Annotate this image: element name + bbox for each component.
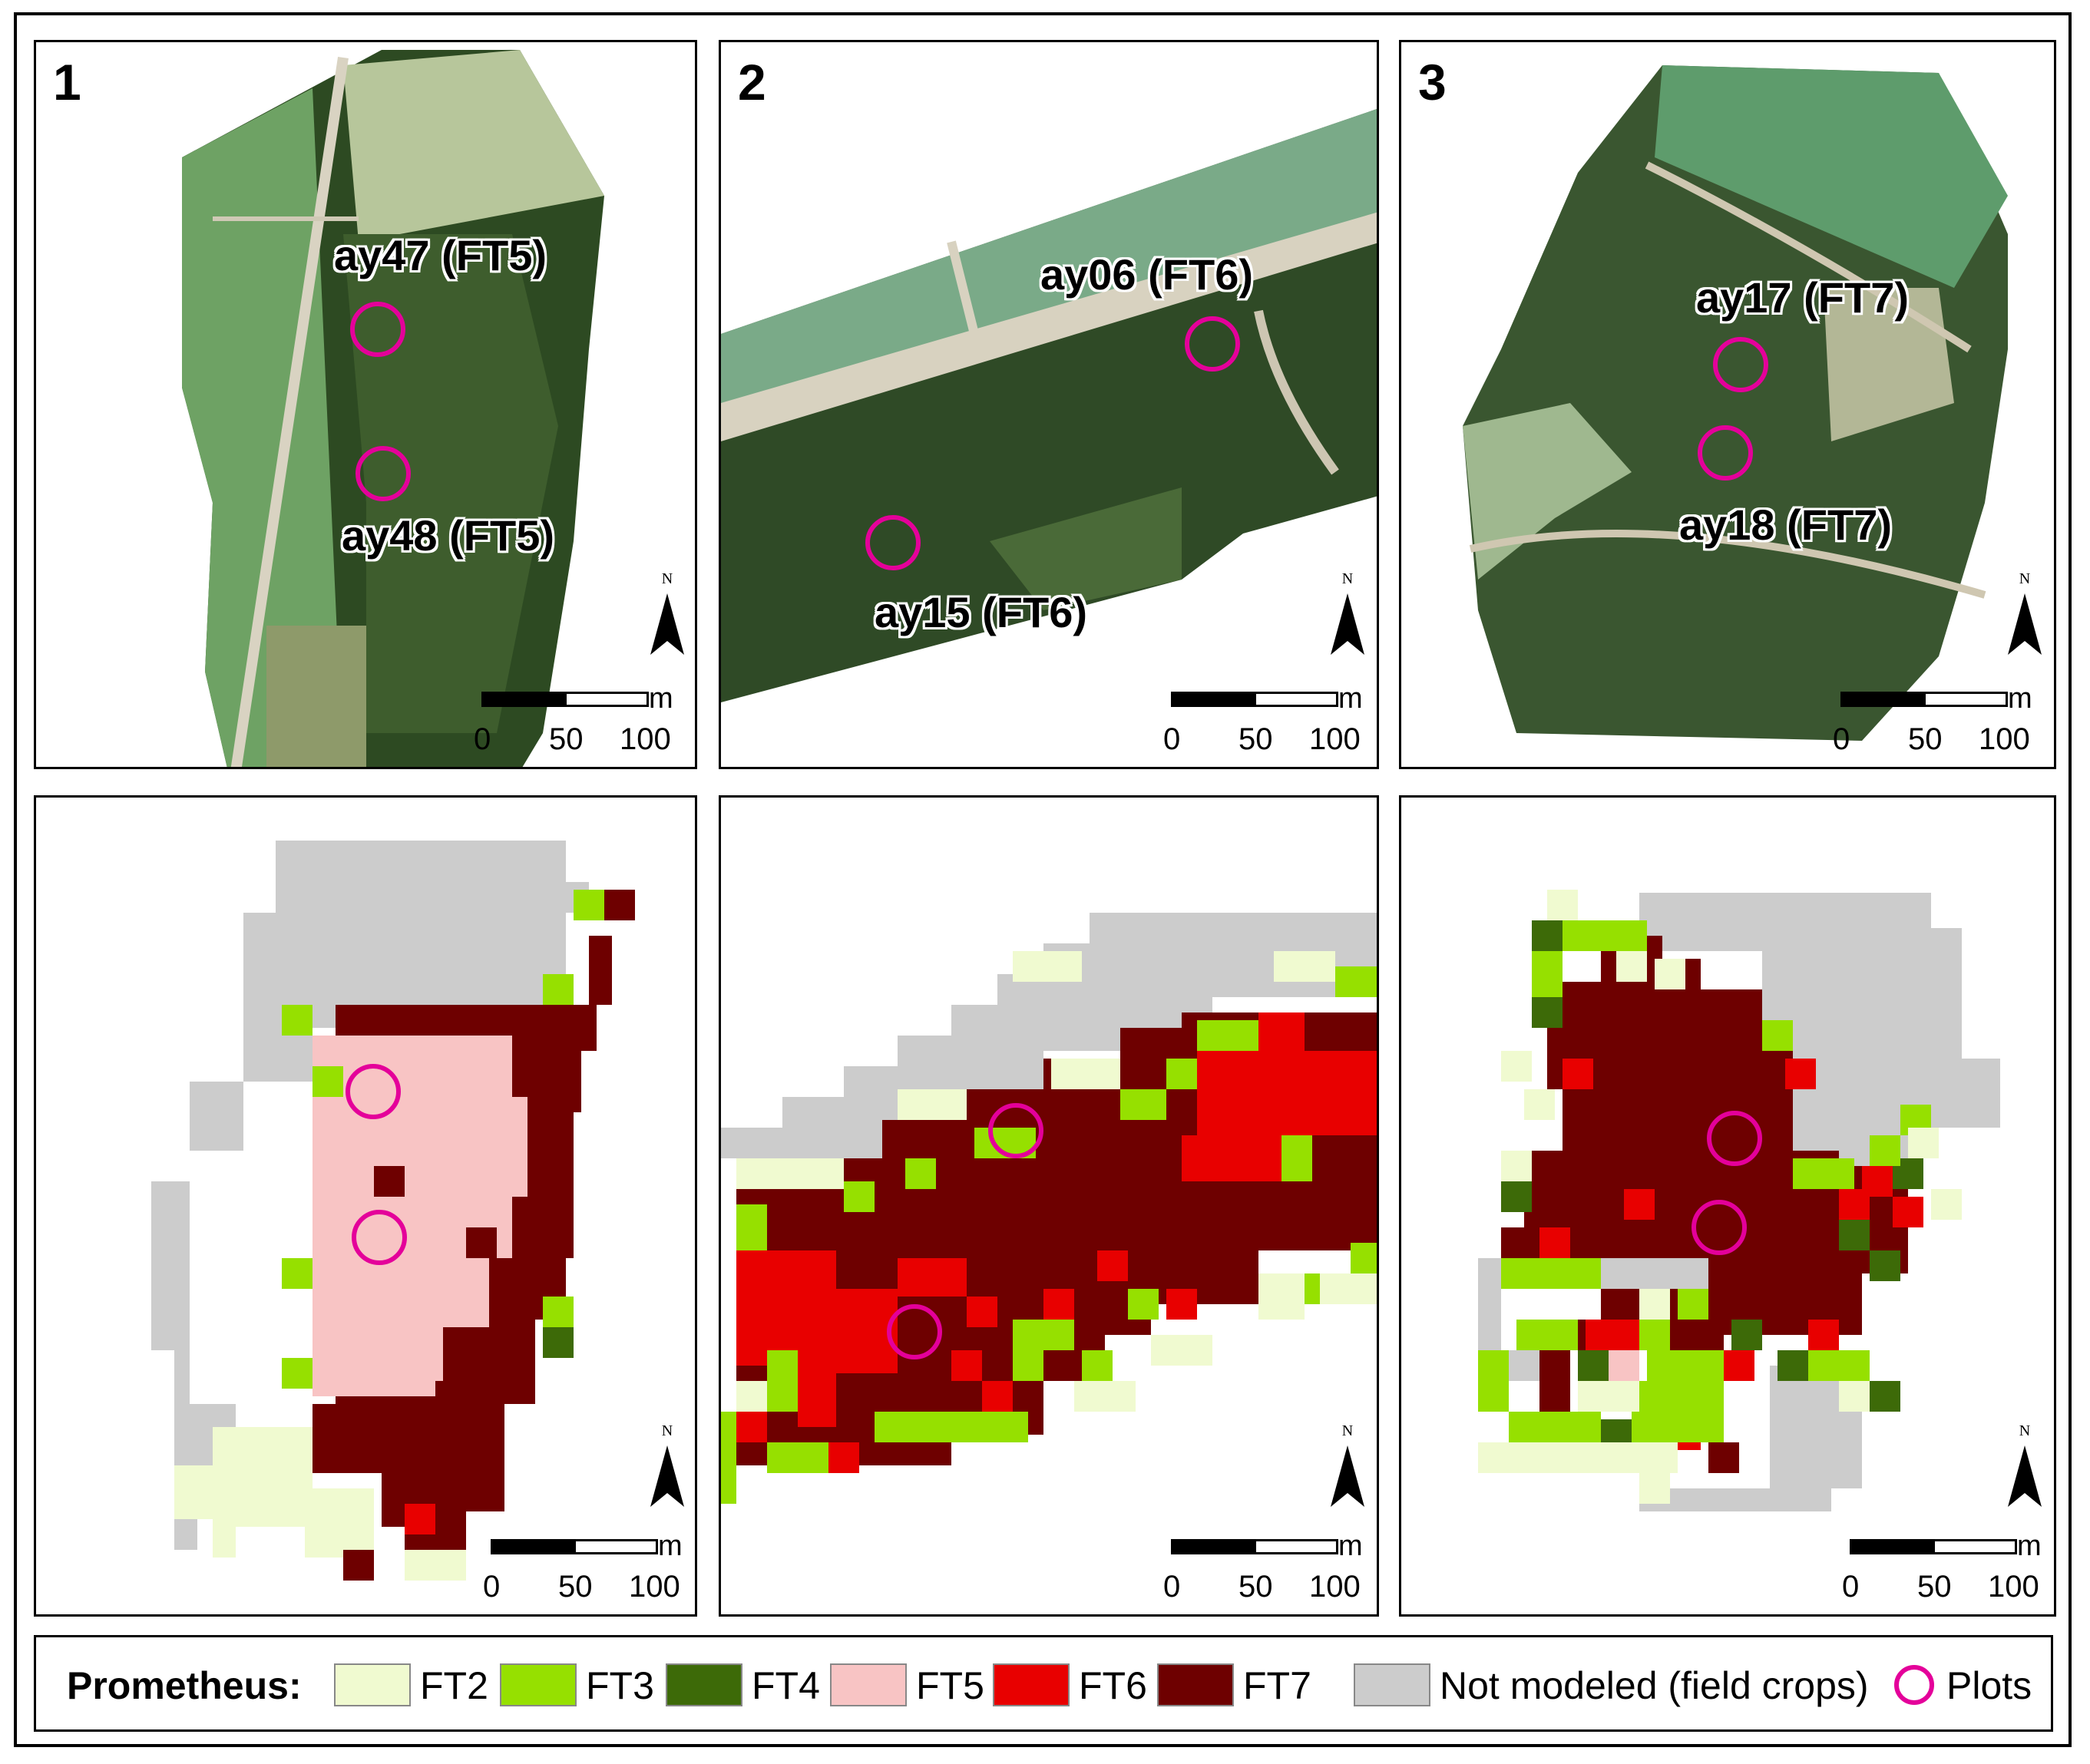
legend-label-ft5: FT5 (916, 1664, 984, 1707)
north-label: N (1341, 1422, 1354, 1439)
scale-bar-white (564, 692, 649, 707)
scale-tick-0: 0 (1163, 1570, 1181, 1604)
scale-tick-50: 50 (1908, 722, 1943, 756)
scale-bar: m 0 50 100 (474, 682, 695, 761)
scale-tick-100: 100 (1309, 722, 1361, 756)
legend-label-ft3: FT3 (586, 1664, 654, 1707)
aerial-image-3 (1463, 65, 2008, 741)
legend-label-ft2: FT2 (420, 1664, 488, 1707)
scale-bar: m 0 50 100 (1163, 1530, 1377, 1608)
legend-swatch-ft7 (1157, 1663, 1234, 1706)
panel-number: 2 (738, 54, 766, 111)
scale-tick-100: 100 (1309, 1570, 1361, 1604)
legend-swatch-ft2 (334, 1663, 411, 1706)
plots-ring-icon (1894, 1665, 1934, 1705)
scale-tick-0: 0 (1842, 1570, 1860, 1604)
legend-swatch-not-modeled (1354, 1663, 1430, 1706)
legend-label-not-modeled: Not modeled (field crops) (1440, 1664, 1869, 1707)
scale-bar-black (1850, 1539, 1934, 1554)
legend-swatch-ft5 (830, 1663, 907, 1706)
scale-bar-white (574, 1539, 658, 1554)
legend-label-ft6: FT6 (1079, 1664, 1147, 1707)
plot-label-ay48: ay48 (FT5) (342, 511, 554, 560)
north-label: N (2019, 570, 2031, 587)
north-label: N (1341, 570, 1354, 587)
scale-bar-white (1254, 1539, 1338, 1554)
scale-tick-100: 100 (629, 1570, 680, 1604)
plot-label-ay15: ay15 (FT6) (875, 588, 1087, 636)
north-arrow-icon: N (644, 1422, 690, 1507)
scale-tick-50: 50 (558, 1570, 593, 1604)
scale-unit: m (2017, 1530, 2042, 1562)
aerial-image-2 (721, 109, 1377, 702)
plot-label-ay18: ay18 (FT7) (1679, 500, 1892, 549)
legend-label-plots: Plots (1946, 1664, 2032, 1707)
legend-title: Prometheus: (67, 1664, 302, 1707)
scale-unit: m (658, 1530, 683, 1562)
scale-bar-white (1933, 1539, 2017, 1554)
scale-tick-100: 100 (1988, 1570, 2039, 1604)
north-label: N (661, 1422, 673, 1439)
north-arrow-icon: N (1324, 570, 1371, 655)
scale-unit: m (649, 682, 673, 715)
fuel-type-map-panel-1: N m 0 50 100 (34, 795, 697, 1617)
scale-bar-black (1171, 692, 1255, 707)
scale-bar: m 0 50 100 (1833, 682, 2054, 761)
panel-number: 3 (1418, 54, 1447, 111)
plot-label-ay17: ay17 (FT7) (1696, 273, 1909, 322)
fuel-type-map-panel-3: N m 0 50 100 (1399, 795, 2056, 1617)
north-arrow-icon: N (1324, 1422, 1371, 1507)
fuel-type-raster-1 (151, 841, 635, 1581)
scale-tick-50: 50 (1917, 1570, 1952, 1604)
scale-unit: m (1338, 682, 1363, 715)
plot-label-ay47: ay47 (FT5) (334, 231, 547, 279)
scale-bar-black (1840, 692, 1925, 707)
figure-frame (14, 12, 2072, 1747)
legend-swatch-ft3 (500, 1663, 577, 1706)
fuel-type-map-panel-2: N m 0 50 100 (719, 795, 1379, 1617)
scale-tick-0: 0 (474, 722, 491, 756)
scale-bar-black (491, 1539, 575, 1554)
legend-label-ft7: FT7 (1243, 1664, 1311, 1707)
scale-bar-white (1923, 692, 2008, 707)
plot-label-ay06: ay06 (FT6) (1040, 250, 1253, 299)
scale-unit: m (1338, 1530, 1363, 1562)
scale-tick-0: 0 (1163, 722, 1181, 756)
scale-tick-0: 0 (483, 1570, 501, 1604)
north-label: N (661, 570, 673, 587)
legend-swatch-ft4 (666, 1663, 742, 1706)
north-arrow-icon: N (2002, 570, 2048, 655)
scale-bar: m 0 50 100 (1842, 1530, 2054, 1608)
legend-label-ft4: FT4 (752, 1664, 820, 1707)
aerial-map-panel-2: 2 ay06 (FT6) ay15 (FT6) N m 0 50 100 (719, 40, 1379, 769)
scale-unit: m (2008, 682, 2032, 715)
fuel-type-raster-3 (1478, 890, 2000, 1511)
scale-bar: m 0 50 100 (483, 1530, 695, 1608)
panel-number: 1 (53, 54, 81, 111)
aerial-map-panel-1: 1 ay47 (FT5) ay48 (FT5) N m 0 50 100 (34, 40, 697, 769)
north-arrow-icon: N (644, 570, 690, 655)
fuel-type-raster-2 (721, 913, 1377, 1504)
legend-swatch-ft6 (993, 1663, 1070, 1706)
scale-bar-black (1171, 1539, 1255, 1554)
north-label: N (2019, 1422, 2031, 1439)
scale-tick-50: 50 (1238, 1570, 1273, 1604)
legend: Prometheus: FT2 FT3 FT4 FT5 FT6 FT7 Not … (34, 1635, 2053, 1732)
scale-tick-50: 50 (549, 722, 584, 756)
aerial-map-panel-3: 3 ay17 (FT7) ay18 (FT7) N m 0 50 100 (1399, 40, 2056, 769)
scale-tick-0: 0 (1833, 722, 1850, 756)
north-arrow-icon: N (2002, 1422, 2048, 1507)
scale-tick-50: 50 (1238, 722, 1273, 756)
scale-bar-white (1254, 692, 1338, 707)
scale-bar: m 0 50 100 (1163, 682, 1377, 761)
scale-tick-100: 100 (620, 722, 671, 756)
aerial-image-1 (182, 50, 604, 767)
scale-tick-100: 100 (1979, 722, 2030, 756)
scale-bar-black (481, 692, 566, 707)
